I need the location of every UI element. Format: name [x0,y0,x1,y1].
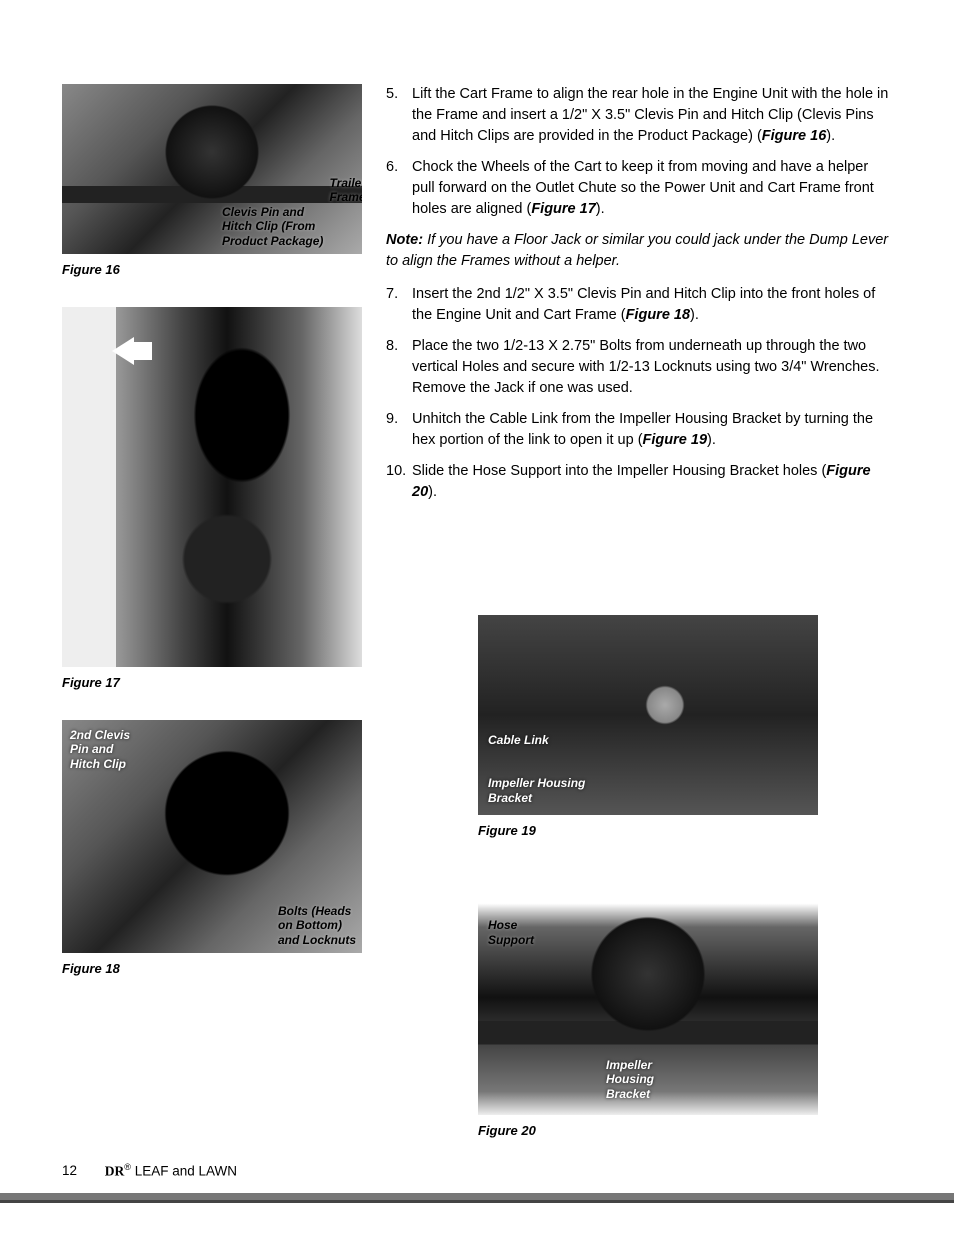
footer-product: LEAF and LAWN [131,1163,237,1178]
note-label: Note: [386,232,423,248]
figure-20-image: Hose Support Impeller Housing Bracket [478,880,818,1115]
label-trailer-frame: Trailer Frame [330,176,362,205]
label-hose-support: Hose Support [488,918,534,947]
figure-19-caption: Figure 19 [478,823,892,838]
ref-fig19: Figure 19 [643,432,707,448]
page-number: 12 [62,1163,77,1178]
arrow-left-icon [112,337,134,365]
figure-17: Figure 17 [62,307,362,690]
label-cable-link: Cable Link [488,733,549,747]
label-2nd-clevis: 2nd Clevis Pin and Hitch Clip [70,728,130,771]
figure-20: Hose Support Impeller Housing Bracket Fi… [478,880,892,1138]
step-7: Insert the 2nd 1/2" X 3.5" Clevis Pin an… [386,284,892,326]
step-6: Chock the Wheels of the Cart to keep it … [386,157,892,220]
ref-fig17: Figure 17 [531,201,595,217]
footer-brand: DR [105,1163,125,1178]
ref-fig18: Figure 18 [626,307,690,323]
figure-16-caption: Figure 16 [62,262,362,277]
instruction-list: Lift the Cart Frame to align the rear ho… [386,84,892,220]
figure-19: Cable Link Impeller Housing Bracket Figu… [478,615,892,838]
ref-fig16: Figure 16 [762,128,826,144]
label-impeller-bracket-20: Impeller Housing Bracket [606,1058,654,1101]
label-impeller-bracket-19: Impeller Housing Bracket [488,776,585,805]
note: Note: If you have a Floor Jack or simila… [386,230,892,272]
left-column: Trailer Frame Clevis Pin and Hitch Clip … [62,84,362,1180]
reg-mark: ® [124,1162,131,1172]
right-column: Lift the Cart Frame to align the rear ho… [386,84,892,1180]
figure-20-caption: Figure 20 [478,1123,892,1138]
figure-16: Trailer Frame Clevis Pin and Hitch Clip … [62,84,362,277]
step-10: Slide the Hose Support into the Impeller… [386,461,892,503]
step-5: Lift the Cart Frame to align the rear ho… [386,84,892,147]
figure-18: 2nd Clevis Pin and Hitch Clip Bolts (Hea… [62,720,362,976]
figure-19-image: Cable Link Impeller Housing Bracket [478,615,818,815]
step-9: Unhitch the Cable Link from the Impeller… [386,409,892,451]
bottom-bar [0,1193,954,1203]
instruction-list-2: Insert the 2nd 1/2" X 3.5" Clevis Pin an… [386,284,892,503]
page-footer: 12 DR® LEAF and LAWN [62,1162,237,1180]
page-content: Trailer Frame Clevis Pin and Hitch Clip … [0,0,954,1180]
label-bolts: Bolts (Heads on Bottom) and Locknuts [278,904,356,947]
figure-18-image: 2nd Clevis Pin and Hitch Clip Bolts (Hea… [62,720,362,953]
right-figures: Cable Link Impeller Housing Bracket Figu… [386,615,892,1138]
step-8: Place the two 1/2-13 X 2.75" Bolts from … [386,336,892,399]
figure-17-caption: Figure 17 [62,675,362,690]
figure-17-image [62,307,362,667]
label-clevis-pin: Clevis Pin and Hitch Clip (From Product … [222,205,323,248]
figure-18-caption: Figure 18 [62,961,362,976]
figure-16-image: Trailer Frame Clevis Pin and Hitch Clip … [62,84,362,254]
